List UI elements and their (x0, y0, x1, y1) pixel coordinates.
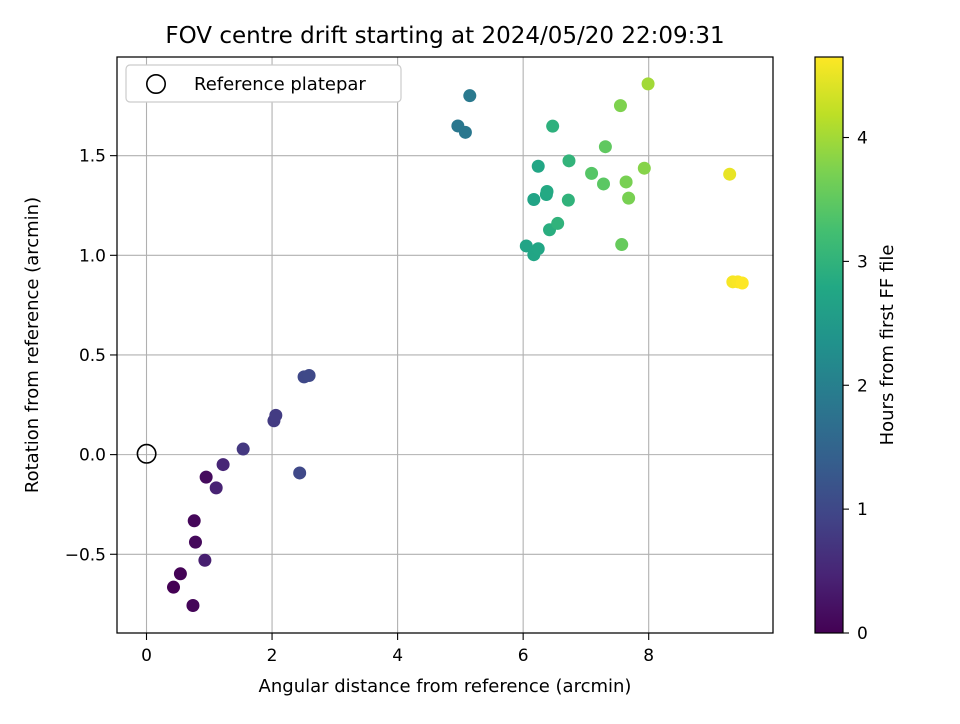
scatter-point (613, 99, 627, 113)
x-tick-label: 4 (392, 646, 403, 666)
scatter-point (531, 159, 545, 173)
colorbar-label: Hours from first FF file (877, 245, 898, 446)
y-tick-label: 1.5 (79, 147, 106, 167)
y-tick-label: 0.5 (79, 346, 106, 366)
scatter-point (598, 140, 612, 154)
scatter-point (199, 470, 213, 484)
x-tick-label: 6 (518, 646, 529, 666)
scatter-point (198, 553, 212, 567)
y-tick-label: 1.0 (79, 246, 106, 266)
x-tick-label: 8 (643, 646, 654, 666)
scatter-point (723, 167, 737, 181)
scatter-point (236, 442, 250, 456)
scatter-point (519, 239, 533, 253)
y-axis-ticks: −0.5 0.0 0.5 1.0 1.5 (65, 147, 117, 565)
scatter-point (463, 89, 477, 103)
scatter-point (293, 466, 307, 480)
x-tick-label: 0 (141, 646, 152, 666)
scatter-point (209, 481, 223, 495)
scatter-point (546, 119, 560, 133)
scatter-point (527, 193, 541, 207)
colorbar (814, 56, 844, 634)
scatter-points (166, 77, 749, 612)
scatter-point (216, 458, 230, 472)
scatter-point (458, 125, 472, 139)
scatter-point (641, 77, 655, 91)
chart-title: FOV centre drift starting at 2024/05/20 … (165, 23, 724, 49)
x-tick-label: 2 (267, 646, 278, 666)
scatter-point (166, 580, 180, 594)
scatter-point (187, 514, 201, 528)
colorbar-tick-label: 2 (857, 376, 868, 396)
legend-reference-icon (146, 74, 167, 95)
colorbar-tick-label: 3 (857, 252, 868, 272)
scatter-point (597, 177, 611, 191)
plot-frame (116, 56, 774, 634)
y-tick-label: −0.5 (65, 545, 106, 565)
x-axis-ticks: 0 2 4 6 8 (141, 633, 654, 666)
legend-entry-reference: Reference platepar (194, 74, 366, 95)
colorbar-tick-label: 0 (857, 624, 868, 644)
x-axis-label: Angular distance from reference (arcmin) (259, 676, 632, 697)
scatter-point (551, 216, 565, 230)
legend: Reference platepar (125, 64, 402, 103)
scatter-point (186, 598, 200, 612)
grid-lines (117, 57, 773, 633)
scatter-point (622, 191, 636, 205)
scatter-point (531, 242, 545, 256)
scatter-point (269, 408, 283, 422)
scatter-point (615, 238, 629, 252)
scatter-point (619, 175, 633, 189)
scatter-point (637, 161, 651, 175)
colorbar-ticks: 0 1 2 3 4 (843, 129, 868, 644)
scatter-point (735, 276, 749, 290)
scatter-point (585, 166, 599, 180)
scatter-point (540, 185, 554, 199)
scatter-point (302, 368, 316, 382)
y-tick-label: 0.0 (79, 446, 106, 466)
scatter-point (561, 193, 575, 207)
colorbar-tick-label: 4 (857, 129, 868, 149)
scatter-point (173, 567, 187, 581)
colorbar-tick-label: 1 (857, 500, 868, 520)
scatter-point (188, 535, 202, 549)
scatter-point (562, 154, 576, 168)
legend-box (125, 64, 402, 103)
reference-marker (136, 443, 157, 464)
y-axis-label: Rotation from reference (arcmin) (22, 197, 43, 493)
